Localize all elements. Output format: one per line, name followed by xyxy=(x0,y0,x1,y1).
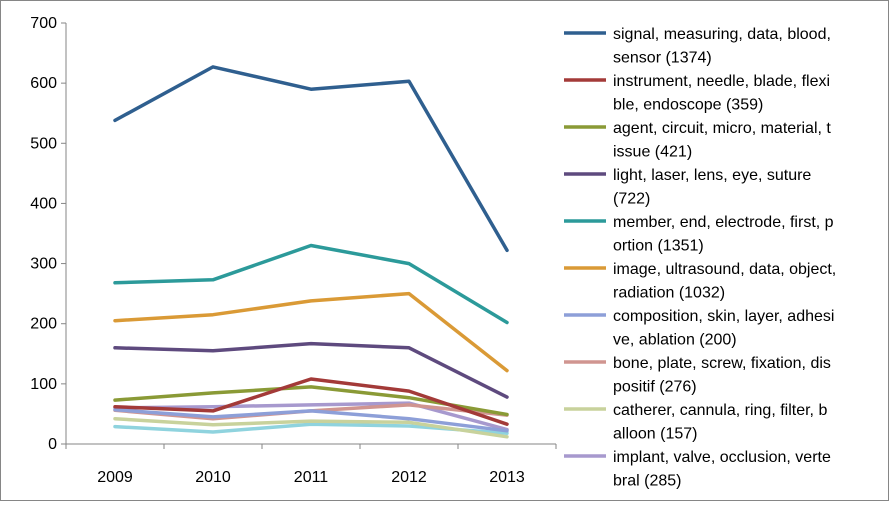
legend-label: ve, ablation (200) xyxy=(613,332,737,349)
axes: 0 100 200 300 400 500 600 700 2009 2010 2011 2012 20… xyxy=(30,15,557,486)
series-line-7 xyxy=(113,407,509,433)
series-lines xyxy=(113,65,509,439)
legend-label: ortion (1351) xyxy=(613,238,704,255)
legend-item-3: agent, circuit, micro, material, t issue … xyxy=(564,120,831,161)
x-tick-label: 2009 xyxy=(97,469,133,486)
legend-label: instrument, needle, blade, flexi xyxy=(613,73,830,90)
y-tick-label: 100 xyxy=(30,376,57,393)
y-tick-label: 300 xyxy=(30,256,57,273)
legend-item-7: composition, skin, layer, adhesi ve, abla… xyxy=(564,308,834,349)
legend-label: positif (276) xyxy=(613,379,697,396)
y-tick-label: 400 xyxy=(30,195,57,212)
legend: signal, measuring, data, blood, sensor (1… xyxy=(564,26,836,490)
series-line-10 xyxy=(113,401,509,432)
y-tick-label: 600 xyxy=(30,75,57,92)
x-tick-label: 2012 xyxy=(391,469,427,486)
legend-label: implant, valve, occlusion, verte xyxy=(613,449,831,466)
x-tick-label: 2013 xyxy=(489,469,525,486)
legend-label: agent, circuit, micro, material, t xyxy=(613,120,831,137)
legend-item-1: signal, measuring, data, blood, sensor (1… xyxy=(564,26,831,67)
legend-label: bral (285) xyxy=(613,473,681,490)
legend-label: radiation (1032) xyxy=(613,285,725,302)
legend-label: bone, plate, screw, fixation, dis xyxy=(613,355,831,372)
x-tick-label: 2010 xyxy=(195,469,231,486)
series-line-6 xyxy=(113,291,509,373)
legend-item-9: catherer, cannula, ring, filter, b alloon… xyxy=(564,402,827,443)
legend-label: catherer, cannula, ring, filter, b xyxy=(613,402,827,419)
y-tick-label: 0 xyxy=(48,436,57,453)
series-line-5 xyxy=(113,243,509,325)
legend-label: ble, endoscope (359) xyxy=(613,97,763,114)
legend-label: composition, skin, layer, adhesi xyxy=(613,308,834,325)
legend-label: member, end, electrode, first, p xyxy=(613,214,834,231)
legend-item-2: instrument, needle, blade, flexi ble, end… xyxy=(564,73,830,114)
legend-label: (722) xyxy=(613,191,650,208)
series-line-2 xyxy=(113,377,509,426)
legend-label: image, ultrasound, data, object, xyxy=(613,261,836,278)
legend-item-10: implant, valve, occlusion, verte bral (28… xyxy=(564,449,831,490)
x-tick-label: 2011 xyxy=(294,469,329,486)
legend-label: issue (421) xyxy=(613,144,692,161)
y-tick-label: 700 xyxy=(30,15,57,32)
legend-label: sensor (1374) xyxy=(613,50,712,67)
legend-item-4: light, laser, lens, eye, suture (722) xyxy=(564,167,811,208)
legend-label: light, laser, lens, eye, suture xyxy=(613,167,811,184)
legend-label: alloon (157) xyxy=(613,426,698,443)
y-tick-label: 500 xyxy=(30,135,57,152)
series-line-4 xyxy=(113,341,509,399)
legend-item-6: image, ultrasound, data, object, radiati… xyxy=(564,261,836,302)
series-line-9 xyxy=(113,416,509,439)
legend-item-8: bone, plate, screw, fixation, dis positif… xyxy=(564,355,831,396)
y-tick-label: 200 xyxy=(30,316,57,333)
series-line-1 xyxy=(113,65,509,253)
legend-item-5: member, end, electrode, first, p ortion (… xyxy=(564,214,834,255)
legend-label: signal, measuring, data, blood, xyxy=(613,26,831,43)
